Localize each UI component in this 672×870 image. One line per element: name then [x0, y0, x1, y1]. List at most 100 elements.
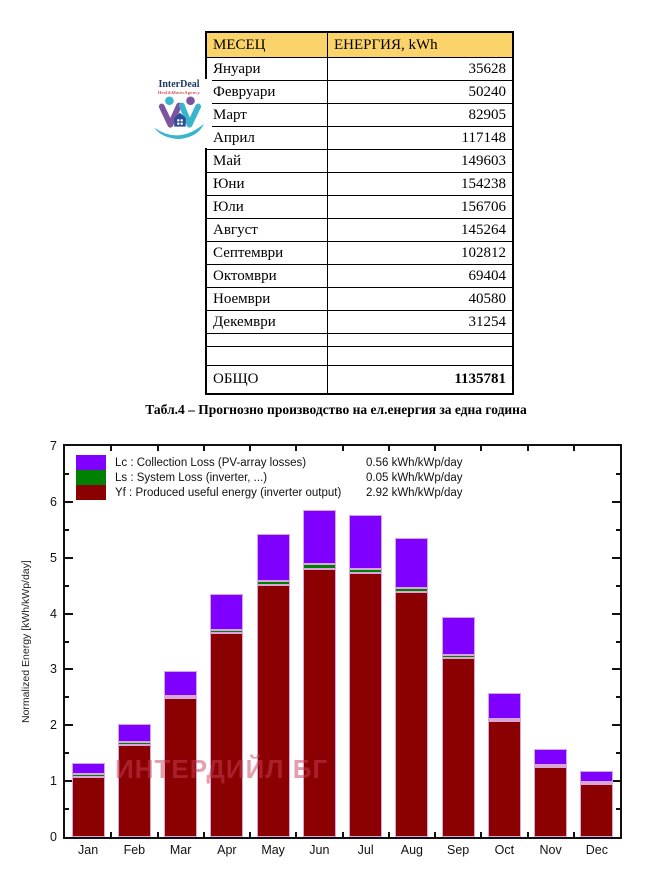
bar-segment-ls [487, 718, 521, 721]
bar-segment-yf [210, 633, 244, 837]
legend-swatch-lc [76, 455, 106, 470]
y-tick [616, 584, 620, 587]
x-tick [249, 832, 251, 837]
value-cell: 145264 [327, 218, 514, 242]
value-cell: 149603 [327, 149, 514, 173]
logo-title: InterDeal [158, 79, 200, 90]
bar [302, 510, 336, 837]
legend-swatch-yf [76, 485, 106, 500]
y-tick [612, 500, 620, 503]
energy-table: МЕСЕЦ ЕНЕРГИЯ, kWh Януари 35628 Февруари 50… [205, 31, 514, 395]
bar-segment-ls [210, 629, 244, 634]
table-row: Януари 35628 [205, 57, 514, 81]
month-label: Feb [123, 843, 146, 857]
month-cell: Ноември [205, 287, 328, 311]
table-row: Май 149603 [205, 149, 514, 173]
empty-row [205, 333, 514, 347]
table-row: Август 145264 [205, 218, 514, 242]
x-tick [110, 446, 113, 451]
empty-cell [205, 333, 328, 347]
table-header-energy: ЕНЕРГИЯ, kWh [327, 31, 514, 58]
y-tick [65, 500, 73, 503]
table-row: Юли 156706 [205, 195, 514, 219]
month-label: Nov [539, 843, 562, 857]
y-tick [612, 612, 620, 615]
table-row: Октомври 69404 [205, 264, 514, 288]
month-cell: Март [205, 103, 328, 127]
bar-segment-yf [302, 568, 336, 837]
table-header-month: МЕСЕЦ [205, 31, 328, 58]
y-tick [65, 724, 73, 727]
y-tick [616, 808, 620, 811]
month-label: Mar [169, 843, 192, 857]
x-tick [526, 832, 529, 837]
bar-segment-yf [441, 658, 475, 837]
x-tick [387, 832, 390, 837]
y-tick-label: 7 [50, 439, 57, 453]
x-tick [341, 446, 344, 451]
empty-cell [327, 333, 514, 347]
value-cell: 31254 [327, 310, 514, 334]
bar-segment-ls [580, 781, 614, 784]
month-label: Sep [447, 843, 470, 857]
watermark: ИНТЕРДИЙЛ БГ [115, 754, 329, 784]
value-cell: 35628 [327, 57, 514, 81]
y-tick [612, 780, 620, 783]
month-cell: Декември [205, 310, 328, 334]
y-tick-label: 2 [50, 718, 57, 733]
bar-segment-lc [256, 534, 290, 582]
bar-segment-yf [256, 584, 290, 837]
y-tick [612, 724, 620, 727]
people-house-icon [154, 96, 204, 140]
value-cell: 102812 [327, 241, 514, 265]
bar-segment-yf [487, 720, 521, 837]
value-cell: 69404 [327, 264, 514, 288]
month-cell: Октомври [205, 264, 328, 288]
interdeal-logo: InterDeal HealthMatesAgency [146, 79, 212, 148]
bar-segment-yf [395, 592, 429, 837]
x-tick [202, 832, 205, 837]
total-label-cell: ОБЩО [205, 365, 328, 395]
bar-segment-ls [534, 764, 568, 768]
bar [534, 748, 568, 837]
month-cell: Юни [205, 172, 328, 196]
y-tick [616, 752, 620, 755]
bar [210, 594, 244, 837]
bar-segment-lc [349, 514, 383, 570]
table-caption: Табл.4 – Прогнозно производство на ел.ен… [145, 402, 527, 417]
bar [580, 771, 614, 837]
bar-segment-yf [580, 783, 614, 837]
table-row: Декември 31254 [205, 310, 514, 334]
x-tick [156, 446, 159, 451]
y-tick [65, 752, 69, 755]
x-tick [526, 446, 529, 451]
y-tick [65, 472, 69, 475]
table-row: Февруари 50240 [205, 80, 514, 104]
bar-segment-lc [580, 771, 614, 782]
y-tick [612, 668, 620, 671]
bar [71, 762, 105, 837]
month-cell: Април [205, 126, 328, 150]
table-row: Ноември 40580 [205, 287, 514, 311]
month-label: Aug [400, 843, 423, 857]
x-tick [572, 446, 575, 451]
empty-cell [327, 346, 514, 366]
month-label: Jan [78, 843, 99, 857]
bar [164, 671, 198, 837]
bar [256, 534, 290, 837]
y-tick-label: 1 [50, 774, 57, 789]
y-tick [65, 584, 69, 587]
bar-segment-yf [117, 744, 151, 837]
y-axis-title: Normalized Energy [kWh/kWp/day] [20, 560, 32, 723]
bar-segment-lc [487, 693, 521, 719]
legend-row-ls: Ls : System Loss (inverter, ...) 0.05 kWh… [76, 470, 463, 485]
empty-cell [205, 346, 328, 366]
month-cell: Февруари [205, 80, 328, 104]
x-tick [110, 832, 113, 837]
legend-value: 0.56 kWh/kWp/day [366, 456, 463, 469]
bar-segment-lc [441, 617, 475, 655]
y-tick [612, 556, 620, 559]
x-tick [202, 446, 205, 451]
